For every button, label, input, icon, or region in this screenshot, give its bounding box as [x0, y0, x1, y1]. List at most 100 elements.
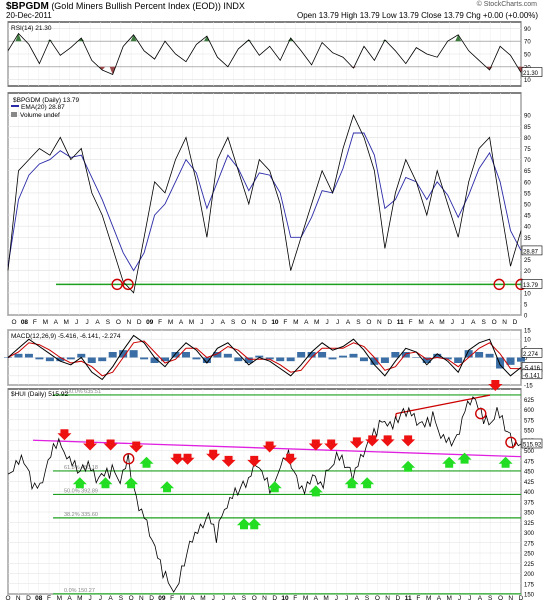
- macd-histogram-bar: [485, 353, 494, 358]
- macd-histogram-bar: [171, 352, 180, 358]
- x-axis-month-label: A: [54, 319, 59, 326]
- y-tick-label: 150: [524, 593, 535, 599]
- sell-arrow-icon: [283, 453, 298, 465]
- x-axis-month-label: 09: [146, 319, 154, 326]
- sell-arrow-icon: [262, 441, 277, 453]
- x-axis-month-label: D: [137, 319, 142, 326]
- ohlc-readout: Open 13.79 High 13.79 Low 13.79 Close 13…: [297, 11, 539, 20]
- y-tick-label: -15: [524, 384, 533, 390]
- macd-histogram-bar: [391, 352, 400, 358]
- sell-arrow-icon: [57, 429, 72, 441]
- x-axis-month-label: J: [75, 319, 78, 326]
- macd-histogram-bar: [4, 357, 12, 358]
- hui-x-tick-label: 08: [35, 595, 43, 600]
- hui-x-tick-label: M: [200, 595, 205, 600]
- buy-arrow-icon: [498, 456, 513, 468]
- hui-x-tick-label: O: [252, 595, 257, 600]
- fib-level-label: 61.8% 450.18: [64, 465, 98, 471]
- hui-x-tick-label: S: [365, 595, 370, 600]
- x-axis-month-label: N: [126, 319, 131, 326]
- sell-arrow-icon: [103, 439, 118, 451]
- hui-x-tick-label: J: [88, 595, 91, 600]
- y-tick-label: 450: [524, 470, 535, 476]
- hui-x-tick-label: S: [119, 595, 124, 600]
- buy-arrow-icon: [308, 485, 323, 497]
- hui-x-tick-label: M: [446, 595, 451, 600]
- macd-signal-last-box: [521, 369, 543, 380]
- macd-histogram-bar: [380, 357, 389, 363]
- buy-arrow-icon: [236, 518, 251, 530]
- x-axis-month-label: J: [451, 319, 454, 326]
- x-axis-month-label: A: [95, 319, 100, 326]
- macd-histogram-bar: [223, 353, 232, 358]
- hui-highlight-circle: [505, 436, 517, 448]
- x-axis-month-label: A: [221, 319, 226, 326]
- macd-histogram-bar: [276, 357, 285, 362]
- ema-last-value: 28.87: [523, 249, 539, 255]
- bpgdm-last-value-box: [521, 279, 543, 289]
- macd-histogram-bar: [181, 352, 190, 358]
- hui-x-tick-label: J: [222, 595, 225, 600]
- macd-histogram-bar: [318, 352, 327, 358]
- fib-level-label: 0.0% 150.27: [64, 588, 95, 594]
- y-tick-label: 60: [524, 180, 531, 186]
- x-axis-month-label: M: [189, 319, 194, 326]
- y-tick-label: 85: [524, 125, 531, 131]
- macd-histogram-bar: [422, 357, 431, 363]
- y-tick-label: 375: [524, 500, 535, 506]
- x-axis-month-label: J: [211, 319, 214, 326]
- macd-histogram-bar: [129, 350, 138, 358]
- hui-highlight-circle: [475, 407, 487, 420]
- macd-histogram-bar: [496, 357, 505, 369]
- buy-arrow-icon: [160, 481, 175, 493]
- macd-histogram-bar: [202, 357, 211, 363]
- macd-histogram-bar: [464, 350, 473, 358]
- hui-x-tick-label: O: [5, 595, 10, 600]
- x-axis-month-label: A: [346, 319, 351, 326]
- fib-level-label: 38.2% 335.60: [64, 512, 98, 518]
- hui-x-tick-label: J: [335, 595, 338, 600]
- volume-legend-swatch: [11, 112, 17, 117]
- x-axis-month-label: F: [283, 319, 287, 326]
- macd-histogram-bar: [140, 357, 149, 360]
- y-tick-label: 550: [524, 429, 535, 435]
- hui-x-tick-label: M: [303, 595, 308, 600]
- rsi-legend: RSI(14) 21.30: [11, 25, 52, 32]
- hui-x-tick-label: S: [488, 595, 493, 600]
- macd-histogram-bar: [307, 352, 316, 358]
- macd-histogram-bar: [66, 357, 75, 360]
- buy-arrow-icon: [139, 456, 154, 468]
- chart-date: 20-Dec-2011: [6, 11, 52, 20]
- rsi-line: [7, 32, 522, 76]
- fib-level-label: 50.0% 392.89: [64, 488, 98, 494]
- x-axis-month-label: 08: [21, 319, 29, 326]
- hui-x-tick-label: A: [232, 595, 237, 600]
- x-axis-month-label: S: [356, 319, 361, 326]
- hui-x-tick-label: J: [468, 595, 471, 600]
- x-axis-month-label: J: [326, 319, 329, 326]
- y-tick-label: 45: [524, 214, 531, 220]
- hui-x-tick-label: N: [139, 595, 144, 600]
- hui-x-tick-label: F: [416, 595, 420, 600]
- buy-arrow-icon: [360, 477, 375, 489]
- y-tick-label: 10: [524, 338, 531, 344]
- macd-histogram-bar: [506, 357, 515, 365]
- x-axis-month-label: O: [11, 319, 16, 326]
- y-tick-label: 400: [524, 490, 535, 496]
- y-tick-label: 350: [524, 511, 535, 517]
- x-axis-month-label: 10: [271, 319, 279, 326]
- y-tick-label: 5: [524, 302, 528, 308]
- macd-hist-last: 2.274: [523, 352, 539, 358]
- x-axis-month-label: A: [471, 319, 476, 326]
- hui-x-tick-label: N: [508, 595, 513, 600]
- hui-x-tick-label: D: [272, 595, 277, 600]
- macd-histogram-bar: [192, 357, 201, 360]
- hui-x-tick-label: 11: [405, 595, 412, 600]
- hui-x-tick-label: F: [170, 595, 174, 600]
- x-axis-month-label: O: [241, 319, 246, 326]
- x-axis-month-label: F: [409, 319, 413, 326]
- x-axis-month-label: A: [304, 319, 309, 326]
- hui-highlight-circle: [123, 453, 135, 465]
- x-axis-month-label: D: [387, 319, 392, 326]
- macd-last: -5.416: [523, 366, 541, 372]
